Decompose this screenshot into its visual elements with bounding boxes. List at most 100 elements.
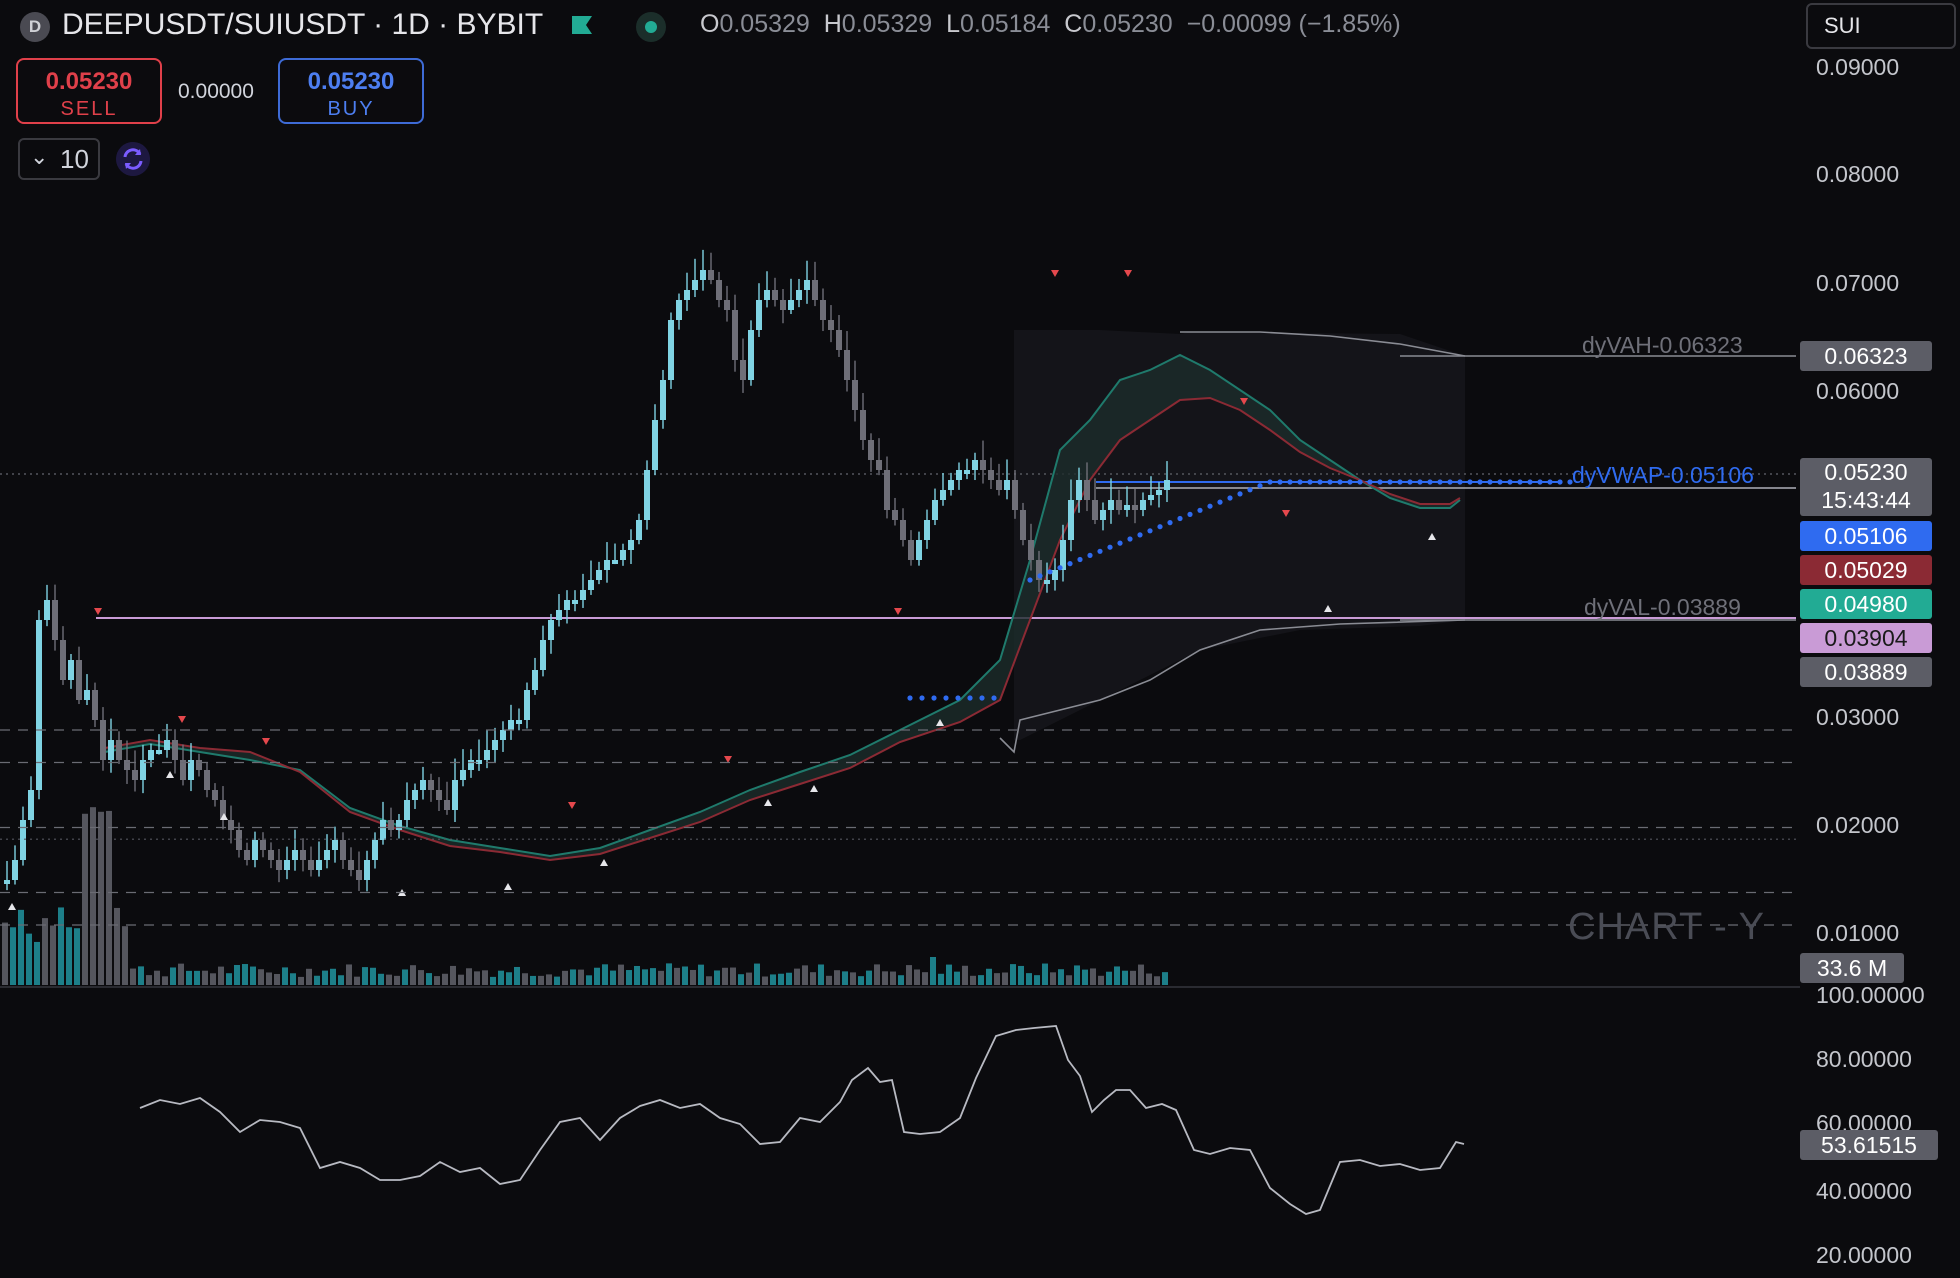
volume-bar — [498, 970, 504, 985]
symbol-title[interactable]: DEEPUSDT/SUIUSDT · 1D · BYBIT — [62, 8, 544, 41]
volume-bar — [1034, 975, 1040, 985]
vwap-dot — [1347, 479, 1353, 485]
volume-bar — [514, 966, 520, 985]
volume-bar — [594, 967, 600, 985]
candle-body — [732, 310, 738, 360]
candle-body — [452, 780, 458, 810]
candle-body — [740, 360, 746, 380]
sell-signal-marker — [894, 608, 902, 615]
sell-signal-marker — [724, 756, 732, 763]
rsi-axis-label: 40.00000 — [1816, 1178, 1912, 1204]
candle-body — [1140, 500, 1146, 510]
volume-bar — [266, 972, 272, 985]
candle-body — [1060, 540, 1066, 570]
volume-bar — [994, 973, 1000, 985]
volume-bar — [34, 941, 40, 985]
candle-body — [764, 290, 770, 300]
candle-body — [492, 740, 498, 750]
candle-body — [180, 760, 186, 780]
vwap-level-label: dyVWAP-0.05106 — [1572, 462, 1754, 488]
volume-bar — [986, 968, 992, 985]
candle-body — [540, 640, 546, 670]
vwap-dot — [1217, 499, 1223, 505]
volume-bar — [858, 976, 864, 985]
volume-bar — [178, 963, 184, 985]
volume-bar — [322, 970, 328, 985]
buy-signal-marker — [1428, 533, 1436, 540]
candle-body — [12, 860, 18, 880]
quantity-selector[interactable]: ⌄ 10 — [18, 138, 100, 180]
vwap-dot — [1137, 532, 1143, 538]
volume-bar — [162, 976, 168, 985]
candle-body — [716, 280, 722, 300]
candle-body — [940, 490, 946, 500]
volume-bar — [50, 925, 56, 985]
candle-body — [908, 540, 914, 560]
candle-body — [748, 330, 754, 380]
vah-price-tag: 0.06323 — [1800, 341, 1932, 371]
volume-bar — [402, 969, 408, 985]
price-axis-label: 0.01000 — [1816, 920, 1900, 946]
volume-bar — [1146, 973, 1152, 985]
vwap-dot — [919, 695, 925, 701]
candle-body — [868, 440, 874, 460]
candle-body — [276, 860, 282, 870]
symbol-logo-icon: D — [20, 12, 50, 42]
volume-bar — [234, 964, 240, 985]
vwap-dot — [1527, 479, 1533, 485]
vwap-dot — [1367, 479, 1373, 485]
chevron-down-icon: ⌄ — [30, 144, 49, 169]
volume-bar — [1042, 963, 1048, 985]
candle-body — [964, 470, 970, 474]
flag-icon[interactable] — [568, 14, 596, 40]
candle-body — [372, 840, 378, 860]
volume-bar — [1018, 965, 1024, 985]
volume-bar — [938, 973, 944, 985]
val-price-tag: 0.03889 — [1800, 657, 1932, 687]
sell-signal-marker — [568, 802, 576, 809]
volume-bar — [962, 965, 968, 985]
volume-bar — [242, 964, 248, 985]
volume-bar — [762, 976, 768, 985]
candle-body — [948, 480, 954, 490]
vwap-dot — [1477, 479, 1483, 485]
rsi-pane — [0, 729, 1796, 1215]
candle-body — [924, 520, 930, 540]
volume-bar — [778, 973, 784, 985]
candle-body — [564, 600, 570, 610]
candle-body — [876, 460, 882, 470]
vwap-dot — [1427, 479, 1433, 485]
vwap-price-tag: 0.05106 — [1800, 521, 1932, 551]
candle-body — [252, 840, 258, 860]
rsi-axis-label: 20.00000 — [1816, 1242, 1912, 1268]
volume-bar — [666, 963, 672, 985]
chart-header: D DEEPUSDT/SUIUSDT · 1D · BYBIT O0.05329… — [0, 0, 1800, 54]
volume-bar — [210, 973, 216, 985]
sell-button[interactable]: 0.05230 SELL — [16, 58, 162, 124]
market-status-icon[interactable] — [636, 12, 666, 42]
volume-bar — [330, 968, 336, 985]
volume-bar — [18, 909, 24, 985]
volume-bar — [554, 976, 560, 985]
volume-bar — [1138, 964, 1144, 985]
ema-green-price-tag: 0.04980 — [1800, 589, 1932, 619]
volume-bar — [850, 972, 856, 985]
candle-body — [660, 380, 666, 420]
reload-icon[interactable] — [116, 142, 150, 176]
buy-signal-marker — [1324, 605, 1332, 612]
vwap-dot — [967, 695, 973, 701]
candle-body — [1028, 540, 1034, 560]
candle-body — [212, 790, 218, 800]
buy-button[interactable]: 0.05230 BUY — [278, 58, 424, 124]
symbol-search-input[interactable] — [1806, 3, 1956, 49]
candle-body — [772, 290, 778, 300]
candle-body — [1092, 500, 1098, 520]
buy-price: 0.05230 — [307, 68, 395, 95]
volume-bar — [106, 810, 112, 985]
candle-body — [388, 820, 394, 830]
candle-body — [980, 460, 986, 470]
volume-bar — [826, 975, 832, 985]
candle-body — [196, 760, 202, 770]
candle-body — [188, 760, 194, 780]
